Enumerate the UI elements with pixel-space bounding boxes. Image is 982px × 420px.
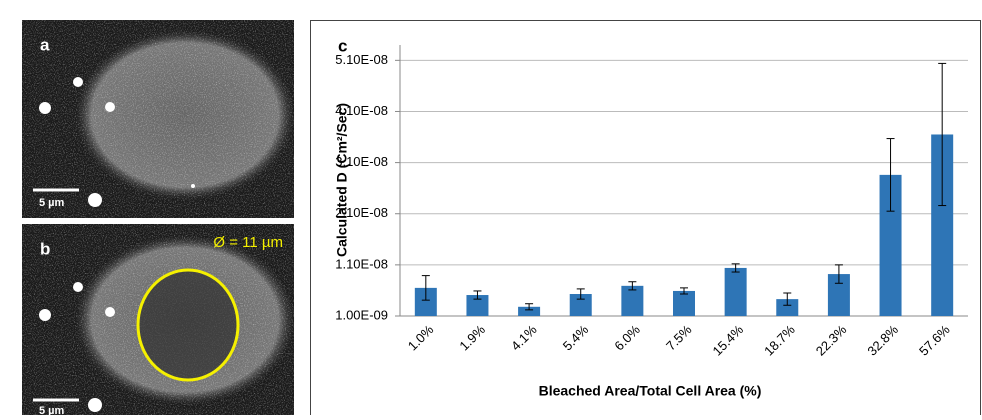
y-tick-label: 3.10E-08: [335, 154, 388, 169]
y-tick-label: 4.10E-08: [335, 103, 388, 118]
bar: [673, 291, 695, 316]
panel-label: b: [40, 239, 50, 258]
scale-bar-label: 5 µm: [39, 197, 65, 209]
image-panel-b: b 5 µm Ø = 11 µm: [22, 224, 295, 415]
x-axis-label: Bleached Area/Total Cell Area (%): [539, 383, 762, 399]
figure: a 5 µm b 5 µm Ø = 11 µm c Calculated D (…: [0, 0, 982, 415]
image-panel-a: a 5 µm: [22, 20, 295, 218]
diameter-annotation: Ø = 11 µm: [213, 234, 283, 251]
y-tick-label: 2.10E-08: [335, 205, 388, 220]
y-tick-label: 1.00E-09: [335, 307, 388, 322]
y-tick-label: 5.10E-08: [335, 52, 388, 67]
bar: [725, 268, 747, 316]
scale-bar-label: 5 µm: [39, 405, 65, 415]
panel-label: a: [40, 35, 50, 54]
y-axis-label: Calculated D (Cm²/Sec): [334, 103, 350, 257]
y-tick-label: 1.10E-08: [335, 256, 388, 271]
